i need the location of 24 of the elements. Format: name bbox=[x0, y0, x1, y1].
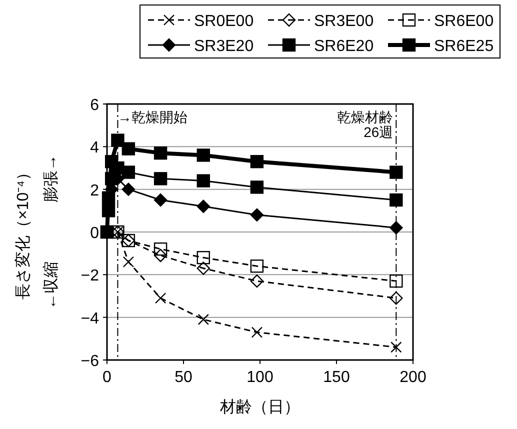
x-tick-label: 50 bbox=[174, 369, 192, 386]
x-tick-label: 200 bbox=[400, 369, 426, 386]
y-tick-label: −6 bbox=[80, 353, 100, 370]
ref-line-label: 乾燥材齢 26週 bbox=[337, 109, 394, 140]
y-tick-label: −2 bbox=[80, 268, 100, 285]
x-tick-label: 150 bbox=[323, 369, 350, 386]
y-axis-title: 長さ変化（×10⁻⁴） bbox=[14, 164, 32, 300]
x-tick-label: 0 bbox=[102, 369, 112, 386]
x-axis-title: 材齢（日） bbox=[219, 398, 300, 416]
ref-line-label: →乾燥開始 bbox=[118, 109, 188, 125]
legend-label: SR0E00 bbox=[194, 13, 254, 30]
x-tick-label: 100 bbox=[246, 369, 274, 386]
y-tick-label: 2 bbox=[90, 182, 100, 200]
y-tick-label: 6 bbox=[90, 97, 100, 114]
text: ←収縮 bbox=[42, 261, 60, 310]
y-tick-label: −4 bbox=[80, 310, 100, 328]
legend-label: SR3E20 bbox=[194, 38, 254, 55]
legend-label: SR6E00 bbox=[434, 13, 494, 30]
legend-label: SR6E25 bbox=[434, 38, 494, 55]
legend-label: SR3E00 bbox=[314, 13, 374, 30]
y-tick-label: 0 bbox=[90, 225, 100, 242]
legend-label: SR6E20 bbox=[314, 38, 374, 55]
y-tick-label: 4 bbox=[90, 140, 100, 157]
text: 膨張→ bbox=[42, 154, 60, 203]
